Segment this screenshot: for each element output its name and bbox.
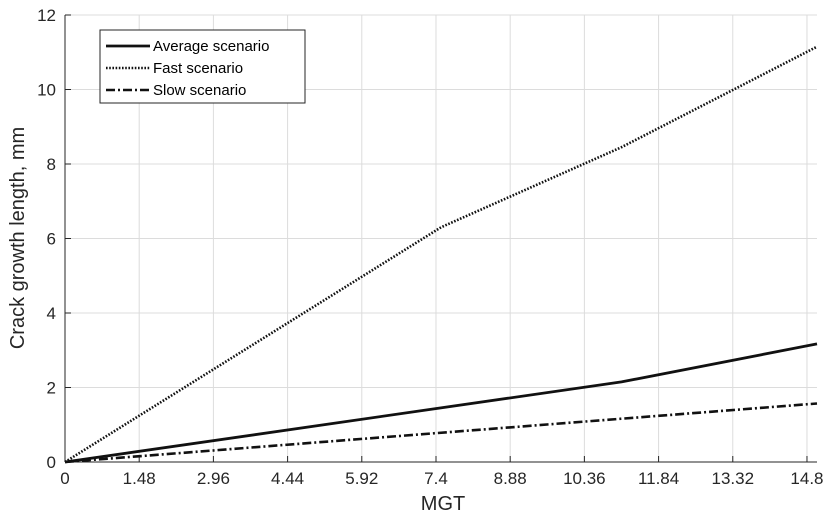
- y-tick-label: 2: [47, 379, 56, 398]
- y-tick-label: 0: [47, 453, 56, 472]
- legend-box: [99, 29, 306, 104]
- x-tick-label: 11.84: [638, 469, 679, 488]
- x-tick-label: 1.48: [123, 469, 156, 488]
- x-tick-label: 8.88: [494, 469, 527, 488]
- legend-label: Average scenario: [153, 38, 269, 55]
- x-tick-label: 4.44: [271, 469, 304, 488]
- y-tick-label: 8: [47, 155, 56, 174]
- x-tick-label: 2.96: [197, 469, 230, 488]
- x-tick-label: 7.4: [424, 469, 448, 488]
- y-tick-label: 12: [37, 6, 56, 25]
- axes: [64, 14, 817, 463]
- series-line-slow-scenario: [64, 402, 818, 464]
- tick-labels: 0 1.48 2.96 4.44 5.92 7.4 8.88 10.36 11.84 13.32 1…: [37, 6, 823, 488]
- legend-label: Fast scenario: [153, 60, 243, 77]
- x-tick-label: 13.32: [712, 469, 755, 488]
- x-tick-label: 14.8: [790, 469, 823, 488]
- x-tick-label: 10.36: [563, 469, 606, 488]
- legend: Average scenario Fast scenario Slow scenar…: [99, 29, 306, 104]
- y-axis-title: Crack growth length, mm: [7, 127, 29, 349]
- grid: [65, 14, 817, 462]
- y-tick-label: 4: [47, 304, 56, 323]
- y-tick-label: 6: [47, 230, 56, 249]
- series-line-fast-scenario: [64, 45, 818, 464]
- x-tick-label: 0: [60, 469, 69, 488]
- y-tick-label: 10: [37, 81, 56, 100]
- series-line-average-scenario: [64, 342, 818, 464]
- x-axis-title: MGT: [421, 493, 465, 515]
- x-tick-label: 5.92: [345, 469, 378, 488]
- legend-label: Slow scenario: [153, 82, 246, 99]
- series-lines: [64, 45, 818, 464]
